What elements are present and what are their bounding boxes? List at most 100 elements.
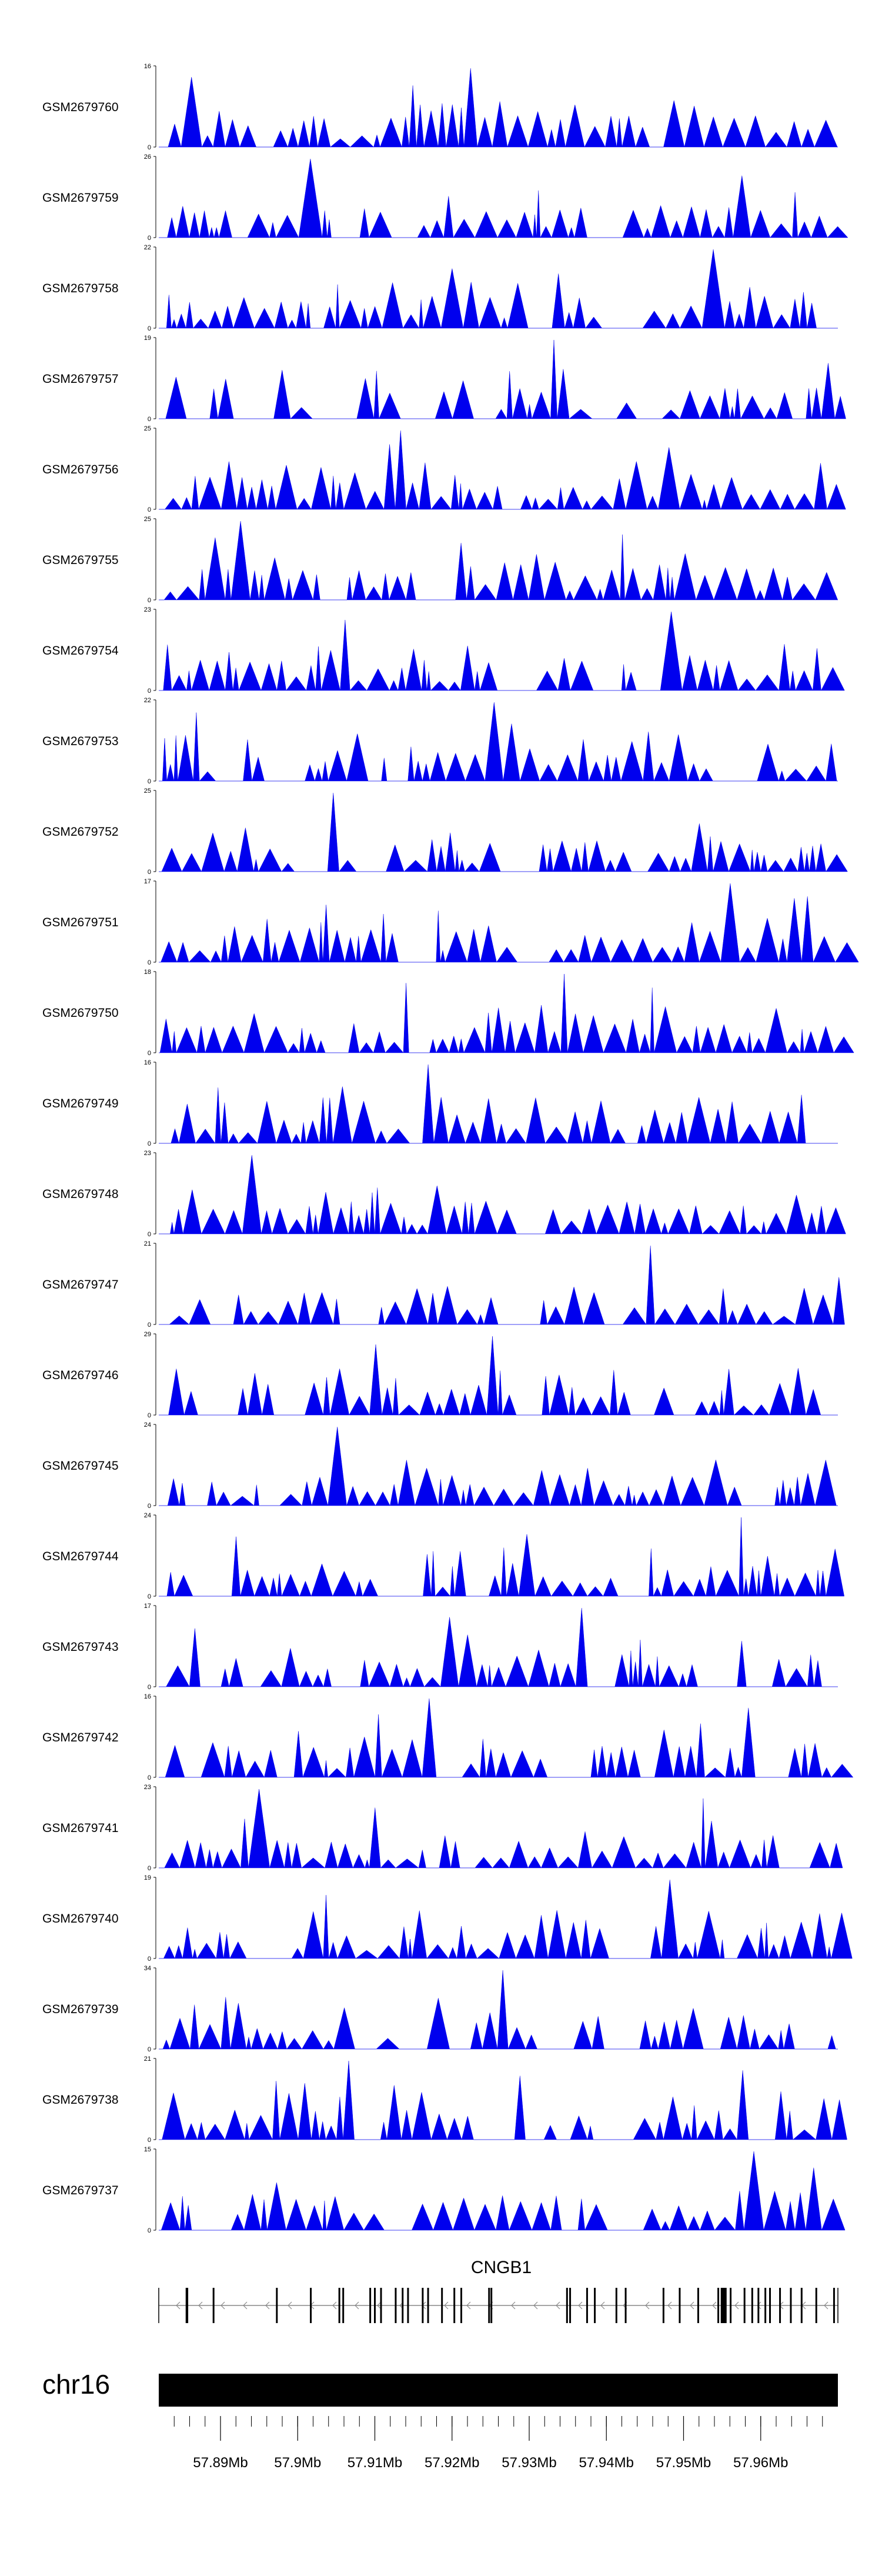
x-tick-label: 57.92Mb <box>425 2455 479 2471</box>
strand-arrow <box>645 2301 650 2310</box>
exon-mark <box>276 2288 278 2323</box>
y-tick-label-max: 25 <box>144 516 151 523</box>
exon-mark <box>369 2288 372 2323</box>
y-tick-label-min: 0 <box>148 1774 151 1781</box>
track-label: GSM2679751 <box>42 916 119 929</box>
track-label: GSM2679752 <box>42 825 119 839</box>
track-label: GSM2679750 <box>42 1006 119 1020</box>
y-tick-label-max: 19 <box>144 335 151 342</box>
exon-mark <box>395 2288 397 2323</box>
y-tick-label-max: 23 <box>144 606 151 613</box>
exon-mark <box>488 2288 490 2323</box>
strand-arrow <box>377 2301 382 2310</box>
coverage-area <box>159 1336 838 1416</box>
coverage-area <box>159 249 838 329</box>
exon-mark <box>586 2288 588 2323</box>
y-tick-label-max: 17 <box>144 878 151 885</box>
y-tick-label-max: 23 <box>144 1784 151 1791</box>
y-tick-label-min: 0 <box>148 1231 151 1238</box>
strand-arrow <box>690 2301 694 2310</box>
y-tick-label-min: 0 <box>148 2137 151 2144</box>
y-tick-label-min: 0 <box>148 1412 151 1419</box>
y-tick-label-min: 0 <box>148 688 151 695</box>
exon-mark <box>342 2288 345 2323</box>
y-tick-label-min: 0 <box>148 597 151 604</box>
y-tick-label-min: 0 <box>148 1593 151 1600</box>
track-GSM2679754: GSM2679754 23 0 <box>42 606 845 695</box>
y-tick-label-min: 0 <box>148 959 151 966</box>
exon-mark <box>769 2288 771 2323</box>
y-tick-label-min: 0 <box>148 325 151 332</box>
track-GSM2679739: GSM2679739 34 0 <box>42 1965 838 2053</box>
exon-mark <box>833 2288 835 2323</box>
track-label: GSM2679756 <box>42 463 119 476</box>
y-tick-label-max: 29 <box>144 1331 151 1338</box>
exon-mark <box>186 2288 189 2323</box>
exon-mark <box>422 2288 424 2323</box>
exon-mark <box>679 2288 681 2323</box>
exon-mark <box>730 2288 732 2323</box>
y-tick-label-min: 0 <box>148 2227 151 2234</box>
track-GSM2679741: GSM2679741 23 0 <box>42 1784 843 1872</box>
exon-mark <box>779 2288 781 2323</box>
y-tick-label-min: 0 <box>148 1050 151 1057</box>
y-tick-label-max: 34 <box>144 1965 151 1972</box>
strand-arrow <box>220 2301 225 2310</box>
y-tick-label-max: 21 <box>144 1240 151 1247</box>
coverage-area <box>159 431 846 510</box>
exon-mark <box>615 2288 617 2323</box>
coverage-area <box>159 1246 845 1325</box>
strand-arrow <box>444 2301 449 2310</box>
y-tick-label-min: 0 <box>148 1322 151 1329</box>
coverage-area <box>159 340 846 419</box>
coverage-area <box>159 1427 838 1506</box>
track-label: GSM2679755 <box>42 553 119 567</box>
x-tick-label: 57.94Mb <box>579 2455 634 2471</box>
y-tick-label-max: 22 <box>144 244 151 251</box>
track-GSM2679759: GSM2679759 26 0 <box>42 154 848 242</box>
y-tick-label-max: 15 <box>144 2146 151 2153</box>
exon-mark <box>764 2288 767 2323</box>
strand-arrow <box>533 2301 538 2310</box>
track-GSM2679742: GSM2679742 16 0 <box>42 1693 854 1781</box>
exon-mark <box>790 2288 792 2323</box>
exon-mark <box>490 2288 493 2323</box>
track-GSM2679737: GSM2679737 15 0 <box>42 2146 846 2234</box>
exon-mark <box>566 2288 568 2323</box>
track-label: GSM2679753 <box>42 735 119 748</box>
y-tick-label-min: 0 <box>148 1684 151 1691</box>
x-tick-label: 57.89Mb <box>193 2455 248 2471</box>
exon-mark <box>310 2288 312 2323</box>
exon-mark <box>338 2288 340 2323</box>
track-GSM2679757: GSM2679757 19 0 <box>42 335 846 423</box>
strand-arrow <box>332 2301 337 2310</box>
exon-mark <box>815 2288 817 2323</box>
chromosome-ideogram <box>159 2374 838 2407</box>
exon-mark <box>441 2288 443 2323</box>
coverage-area <box>159 1155 846 1234</box>
track-label: GSM2679739 <box>42 2003 119 2016</box>
track-GSM2679746: GSM2679746 29 0 <box>42 1331 838 1419</box>
coverage-area <box>159 974 854 1053</box>
track-label: GSM2679740 <box>42 1912 119 1926</box>
y-tick-label-min: 0 <box>148 869 151 876</box>
exon-mark <box>594 2288 596 2323</box>
y-tick-label-min: 0 <box>148 778 151 785</box>
y-tick-label-max: 25 <box>144 788 151 795</box>
y-tick-label-max: 21 <box>144 2056 151 2063</box>
track-label: GSM2679742 <box>42 1731 119 1744</box>
exon-mark <box>757 2288 760 2323</box>
y-tick-label-max: 16 <box>144 1693 151 1700</box>
track-label: GSM2679757 <box>42 372 119 386</box>
chromosome-label: chr16 <box>42 2369 110 2400</box>
coverage-area <box>159 2061 847 2140</box>
y-tick-label-min: 0 <box>148 144 151 151</box>
strand-arrow <box>243 2301 248 2310</box>
y-tick-label-max: 19 <box>144 1874 151 1881</box>
exon-mark <box>697 2288 699 2323</box>
exon-mark <box>402 2288 404 2323</box>
track-label: GSM2679738 <box>42 2093 119 2107</box>
strand-arrow <box>667 2301 672 2310</box>
track-label: GSM2679746 <box>42 1369 119 1382</box>
